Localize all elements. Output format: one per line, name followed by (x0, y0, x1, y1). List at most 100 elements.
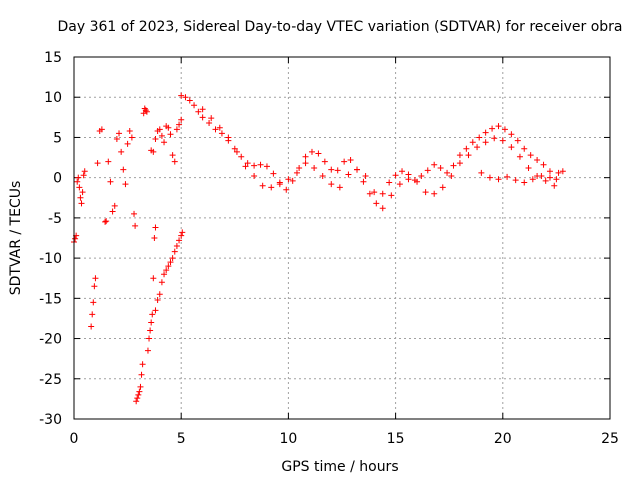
data-point (388, 192, 395, 199)
data-point (146, 335, 153, 342)
x-tick-label: 15 (387, 431, 405, 447)
data-point (208, 115, 215, 122)
data-point (191, 102, 198, 109)
data-point (392, 172, 399, 179)
data-point (465, 152, 472, 159)
data-point (489, 125, 496, 132)
series-recovery-ramp (152, 229, 186, 314)
data-point (263, 163, 270, 170)
data-point (169, 152, 176, 159)
data-point (448, 173, 455, 180)
data-point (463, 145, 470, 152)
y-tick-label: -5 (48, 211, 62, 227)
data-point (79, 189, 86, 196)
x-tick-label: 5 (177, 431, 186, 447)
data-point (179, 229, 186, 236)
data-point (371, 189, 378, 196)
data-point (72, 235, 79, 242)
data-point (163, 267, 170, 274)
data-point (328, 181, 335, 188)
data-point (251, 162, 258, 169)
data-point (525, 165, 532, 172)
data-point (149, 311, 156, 318)
data-point (92, 275, 99, 282)
data-point (244, 160, 251, 167)
data-point (81, 168, 88, 175)
data-point (527, 152, 534, 159)
data-point (418, 173, 425, 180)
data-point (128, 134, 135, 141)
data-point (478, 169, 485, 176)
data-point (296, 165, 303, 172)
x-tick-label: 10 (279, 431, 297, 447)
data-point (529, 176, 536, 183)
data-point (414, 178, 421, 185)
data-point (379, 205, 386, 212)
data-point (482, 129, 489, 136)
data-point (405, 176, 412, 183)
data-point (319, 173, 326, 180)
y-tick-label: -15 (39, 291, 62, 307)
data-point (74, 178, 81, 185)
data-point (437, 165, 444, 172)
data-point (173, 126, 180, 133)
data-point (103, 218, 110, 225)
data-point (182, 94, 189, 101)
data-point (302, 153, 309, 160)
data-point (206, 119, 213, 126)
y-tick-label: -20 (39, 332, 62, 348)
data-point (165, 124, 172, 131)
data-point (102, 218, 109, 225)
data-point (134, 395, 141, 402)
data-point (491, 135, 498, 142)
data-point (178, 232, 185, 239)
data-point (534, 156, 541, 163)
data-point (138, 371, 145, 378)
data-point (508, 131, 515, 138)
data-point (152, 136, 159, 143)
data-point (336, 184, 343, 191)
y-tick-label: -10 (39, 251, 62, 267)
data-point (176, 237, 183, 244)
data-point (396, 181, 403, 188)
data-point (521, 145, 528, 152)
data-point (334, 167, 341, 174)
data-point (78, 200, 85, 207)
data-point (486, 174, 493, 181)
data-point (311, 165, 318, 172)
x-tick-label: 25 (601, 431, 619, 447)
data-point (559, 168, 566, 175)
data-point (140, 110, 147, 117)
data-point (158, 279, 165, 286)
x-tick-label: 20 (494, 431, 512, 447)
data-point (76, 184, 83, 191)
data-point (109, 208, 116, 215)
data-point (360, 178, 367, 185)
data-point (88, 323, 95, 330)
data-point (199, 114, 206, 121)
data-point (251, 173, 258, 180)
data-point (268, 184, 275, 191)
data-point (171, 248, 178, 255)
data-points (71, 92, 566, 405)
data-point (152, 307, 159, 314)
data-point (167, 259, 174, 266)
data-point (293, 169, 300, 176)
data-point (302, 160, 309, 167)
data-point (158, 132, 165, 139)
data-point (75, 174, 82, 181)
data-point (456, 152, 463, 159)
x-axis-label: GPS time / hours (281, 459, 398, 475)
data-point (546, 168, 553, 175)
data-point (77, 194, 84, 201)
data-point (176, 121, 183, 128)
data-point (444, 169, 451, 176)
data-point (152, 224, 159, 231)
data-point (551, 182, 558, 189)
data-point (137, 383, 144, 390)
data-point (167, 131, 174, 138)
y-tick-label: 10 (44, 90, 62, 106)
data-point (156, 291, 163, 298)
data-point (105, 158, 112, 165)
